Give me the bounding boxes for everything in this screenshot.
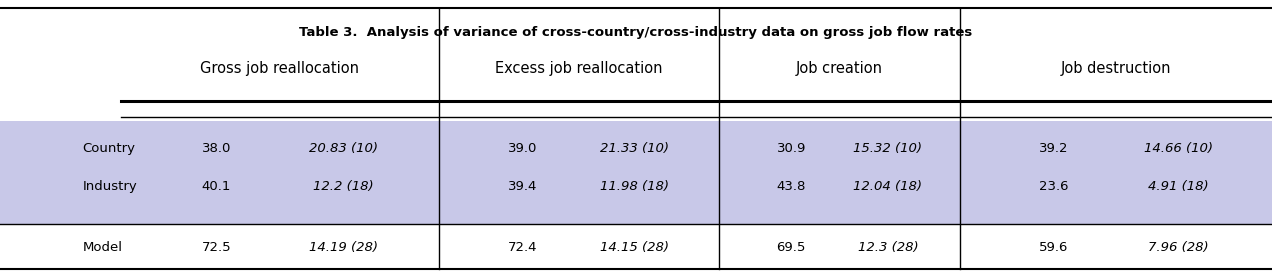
Text: Excess job reallocation: Excess job reallocation xyxy=(495,60,663,76)
Text: 12.04 (18): 12.04 (18) xyxy=(854,180,922,193)
Text: Table 3.  Analysis of variance of cross-country/cross-industry data on gross job: Table 3. Analysis of variance of cross-c… xyxy=(299,26,973,39)
Text: 15.32 (10): 15.32 (10) xyxy=(854,142,922,155)
Text: Gross job reallocation: Gross job reallocation xyxy=(201,60,359,76)
Text: 7.96 (28): 7.96 (28) xyxy=(1149,241,1208,254)
Text: 72.5: 72.5 xyxy=(201,241,232,254)
Text: 23.6: 23.6 xyxy=(1039,180,1068,193)
Text: 38.0: 38.0 xyxy=(201,142,232,155)
Text: 12.3 (28): 12.3 (28) xyxy=(857,241,918,254)
Text: 20.83 (10): 20.83 (10) xyxy=(309,142,378,155)
Text: 14.66 (10): 14.66 (10) xyxy=(1144,142,1213,155)
Text: 11.98 (18): 11.98 (18) xyxy=(600,180,669,193)
Text: 14.15 (28): 14.15 (28) xyxy=(600,241,669,254)
Text: 21.33 (10): 21.33 (10) xyxy=(600,142,669,155)
Text: 39.0: 39.0 xyxy=(508,142,538,155)
Text: Industry: Industry xyxy=(83,180,137,193)
Text: 4.91 (18): 4.91 (18) xyxy=(1149,180,1208,193)
Text: 43.8: 43.8 xyxy=(776,180,806,193)
Text: Job creation: Job creation xyxy=(796,60,883,76)
Bar xyxy=(0,121,1272,224)
Text: 59.6: 59.6 xyxy=(1039,241,1068,254)
Text: 69.5: 69.5 xyxy=(776,241,806,254)
Text: 40.1: 40.1 xyxy=(201,180,232,193)
Text: Country: Country xyxy=(83,142,136,155)
Text: Job destruction: Job destruction xyxy=(1061,60,1172,76)
Text: 39.4: 39.4 xyxy=(508,180,538,193)
Text: 14.19 (28): 14.19 (28) xyxy=(309,241,378,254)
Text: 12.2 (18): 12.2 (18) xyxy=(313,180,374,193)
Text: 72.4: 72.4 xyxy=(508,241,538,254)
Text: 30.9: 30.9 xyxy=(776,142,806,155)
Text: 39.2: 39.2 xyxy=(1039,142,1068,155)
Text: Model: Model xyxy=(83,241,122,254)
